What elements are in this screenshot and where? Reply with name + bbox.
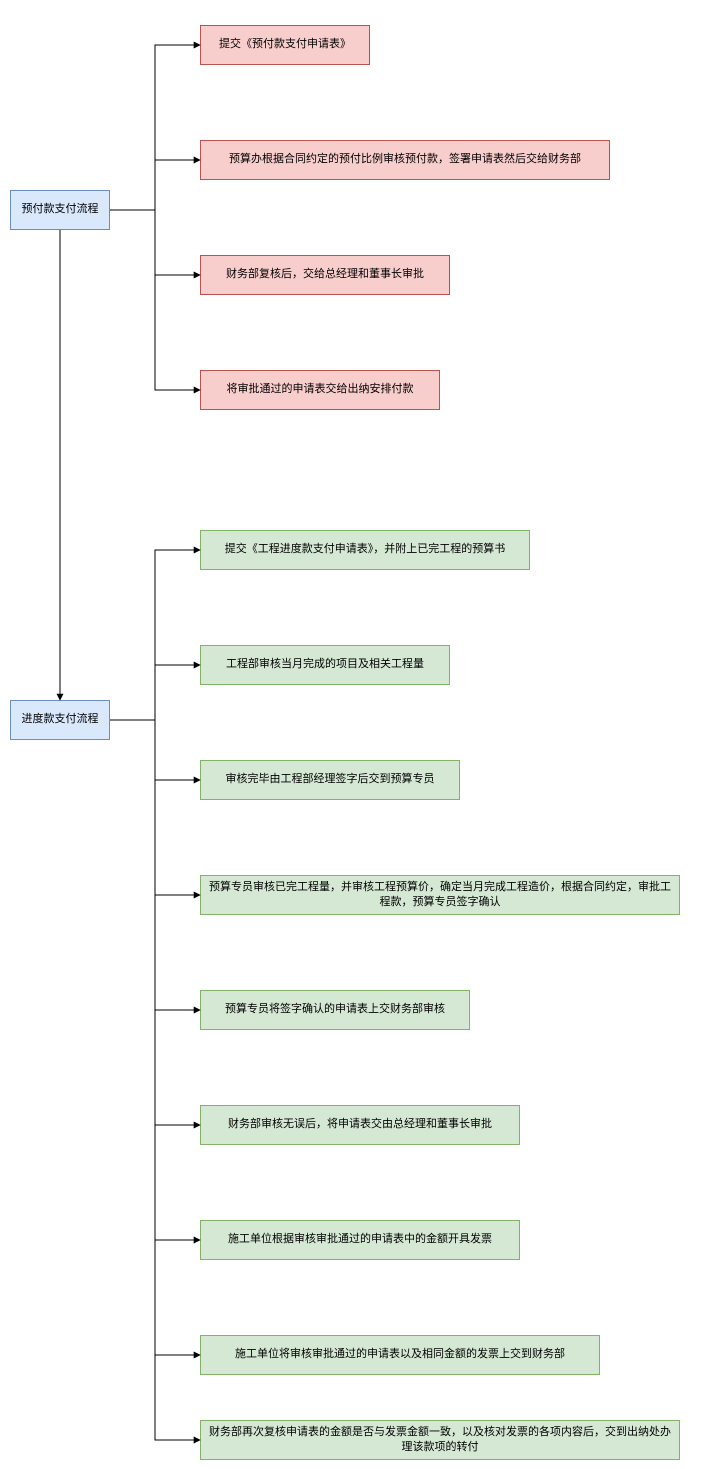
progress-step-6: 财务部审核无误后，将申请表交由总经理和董事长审批 [200, 1105, 520, 1145]
flow-root-prepayment: 预付款支付流程 [10, 190, 110, 230]
progress-step-5: 预算专员将签字确认的申请表上交财务部审核 [200, 990, 470, 1030]
progress-step-2: 工程部审核当月完成的项目及相关工程量 [200, 645, 450, 685]
progress-step-4: 预算专员审核已完工程量，并审核工程预算价，确定当月完成工程造价，根据合同约定，审… [200, 875, 680, 915]
progress-step-3: 审核完毕由工程部经理签字后交到预算专员 [200, 760, 460, 800]
progress-step-9: 财务部再次复核申请表的金额是否与发票金额一致，以及核对发票的各项内容后，交到出纳… [200, 1420, 680, 1460]
flow-root-progress: 进度款支付流程 [10, 700, 110, 740]
prepay-step-3: 财务部复核后，交给总经理和董事长审批 [200, 255, 450, 295]
prepay-step-2: 预算办根据合同约定的预付比例审核预付款，签署申请表然后交给财务部 [200, 140, 610, 180]
prepay-step-4: 将审批通过的申请表交给出纳安排付款 [200, 370, 440, 410]
progress-step-8: 施工单位将审核审批通过的申请表以及相同金额的发票上交到财务部 [200, 1335, 600, 1375]
progress-step-7: 施工单位根据审核审批通过的申请表中的金额开具发票 [200, 1220, 520, 1260]
prepay-step-1: 提交《预付款支付申请表》 [200, 25, 370, 65]
progress-step-1: 提交《工程进度款支付申请表》，并附上已完工程的预算书 [200, 530, 530, 570]
